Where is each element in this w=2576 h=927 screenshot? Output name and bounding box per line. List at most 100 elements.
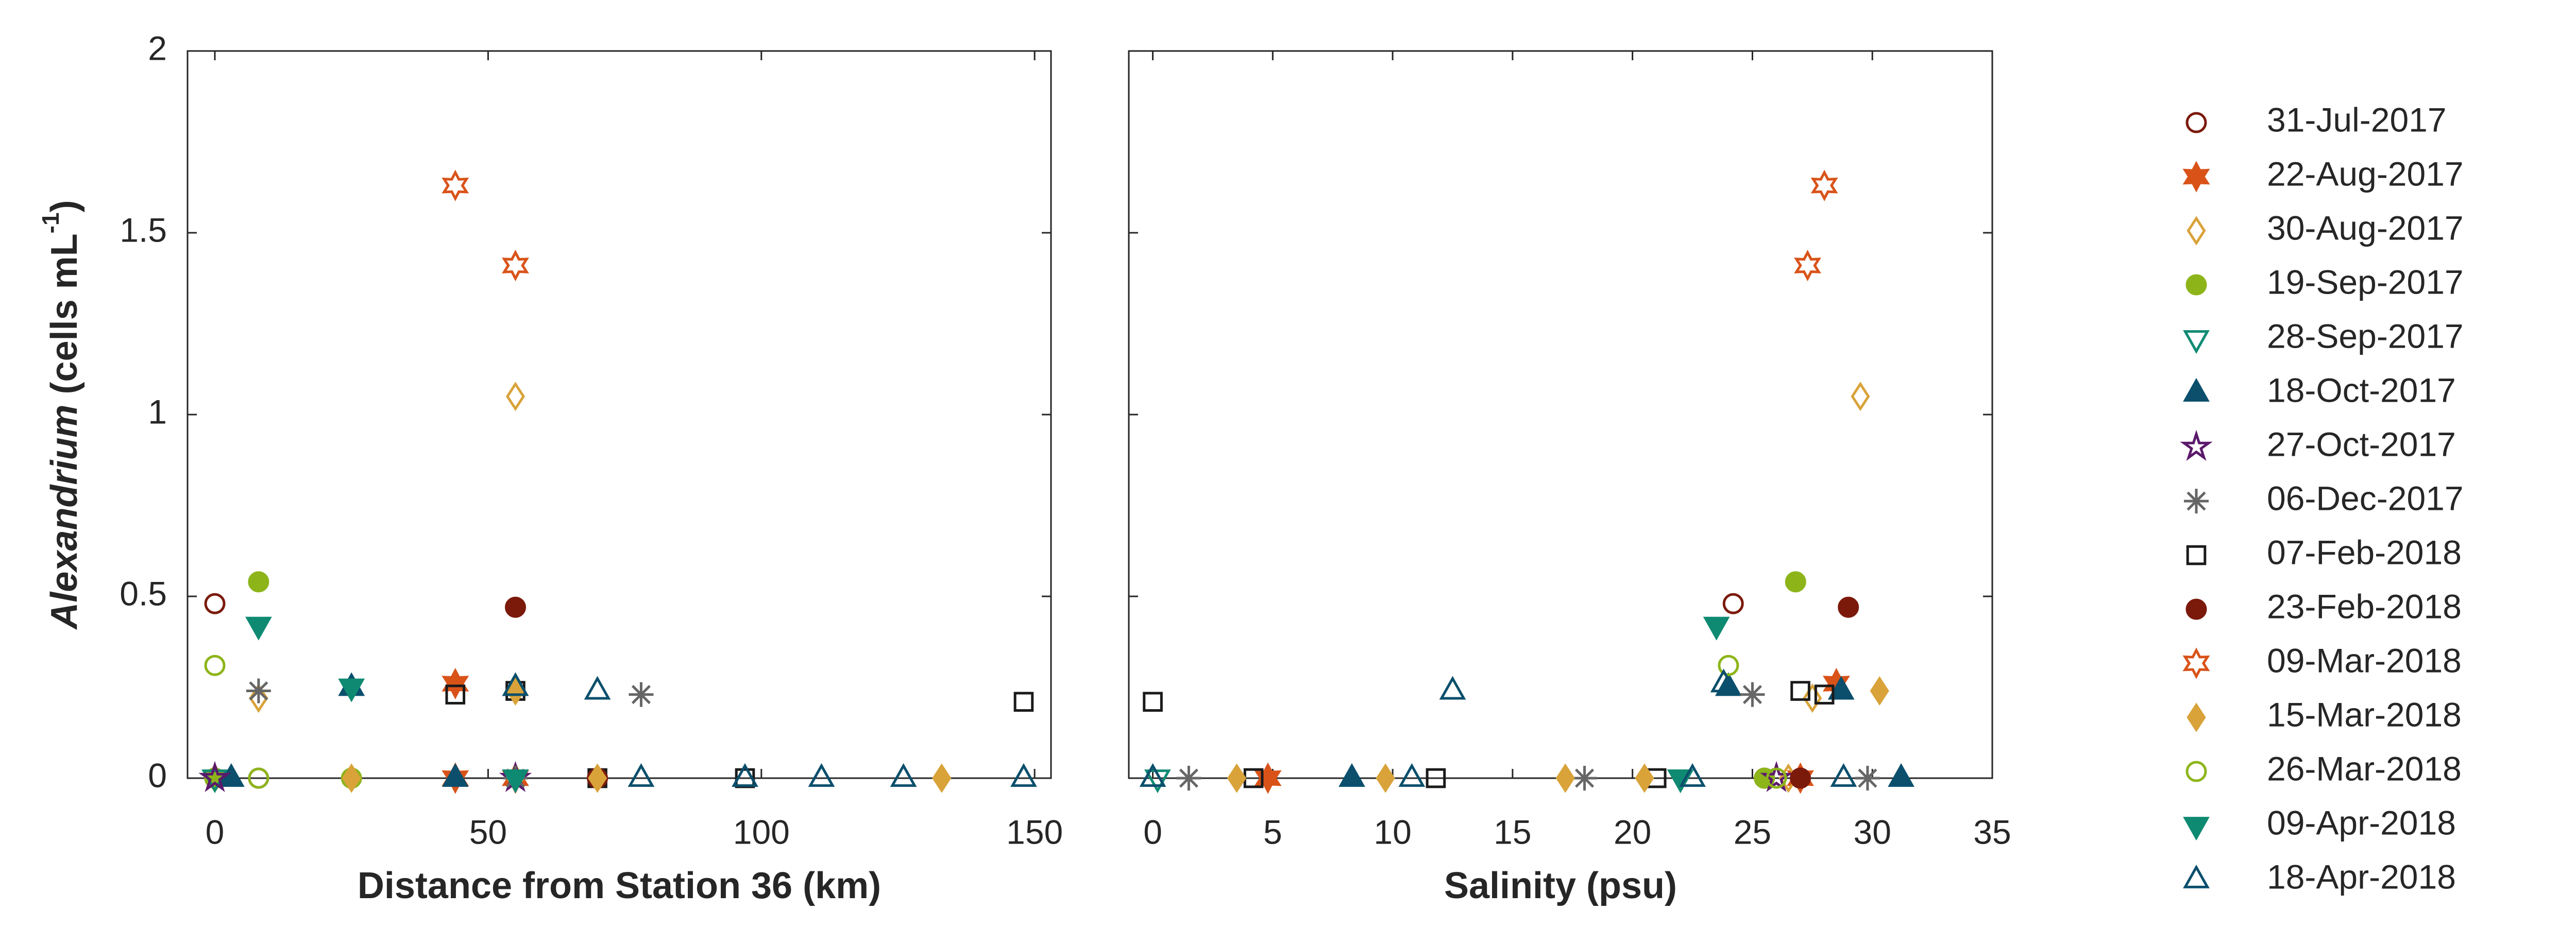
x-tick-label: 150: [1006, 813, 1063, 851]
legend-label: 27-Oct-2017: [2267, 425, 2456, 463]
x-tick-label: 100: [733, 813, 790, 851]
legend-label: 06-Dec-2017: [2267, 479, 2464, 517]
data-point: [1803, 683, 1822, 713]
x-tick-label: 20: [1614, 813, 1651, 851]
legend-marker: [2183, 864, 2210, 888]
data-point: [1572, 766, 1597, 791]
legend-label: 19-Sep-2017: [2267, 263, 2464, 301]
data-point: [890, 763, 917, 787]
data-point: [1139, 763, 1166, 787]
legend-label: 09-Mar-2018: [2267, 641, 2462, 679]
y-label-sup: -1: [37, 212, 64, 233]
data-point: [1851, 382, 1870, 411]
data-point: [628, 763, 655, 787]
data-point: [1144, 769, 1171, 794]
data-point: [248, 571, 269, 593]
data-point: [1635, 763, 1654, 793]
legend-label: 18-Oct-2017: [2267, 371, 2456, 409]
data-point: [248, 767, 269, 789]
y-tick-label: 2: [148, 29, 167, 67]
data-point: [502, 672, 529, 696]
data-point: [1827, 676, 1855, 700]
y-label-text: (cells mL: [44, 233, 85, 404]
data-point: [1439, 676, 1466, 700]
data-point: [445, 684, 466, 705]
data-point: [1814, 684, 1835, 705]
x-tick-label: 35: [1973, 813, 2011, 851]
data-point: [1810, 169, 1838, 201]
data-point: [1710, 668, 1737, 693]
legend-marker: [2182, 161, 2210, 193]
data-point: [1176, 766, 1201, 791]
data-point: [502, 769, 529, 794]
data-point: [587, 763, 607, 793]
data-point: [732, 763, 758, 787]
data-point: [1703, 616, 1730, 641]
plot-area: [187, 50, 1052, 779]
data-point: [501, 249, 529, 282]
data-point: [338, 678, 365, 702]
x-tick-label: 0: [1143, 813, 1162, 851]
data-point: [1740, 682, 1765, 707]
data-point: [245, 616, 272, 641]
data-point: [342, 763, 361, 793]
x-tick-label: 10: [1374, 813, 1411, 851]
data-point: [629, 682, 654, 707]
legend-label: 15-Mar-2018: [2267, 695, 2462, 733]
data-point: [246, 678, 271, 703]
x-tick-label: 25: [1734, 813, 1771, 851]
legend-marker: [2184, 489, 2209, 513]
legend-marker: [2180, 430, 2213, 461]
data-point: [1888, 763, 1914, 787]
data-point: [1838, 596, 1859, 618]
data-point: [442, 763, 469, 787]
data-point: [1785, 571, 1806, 593]
data-point: [1426, 768, 1446, 788]
x-tick-label: 50: [469, 813, 507, 851]
y-axis-label: Alexandrium (cells mL-1): [37, 200, 85, 630]
x-tick-label: 30: [1854, 813, 1891, 851]
data-point: [1143, 692, 1163, 712]
x-tick-label: 0: [206, 813, 225, 851]
data-point: [808, 763, 835, 787]
data-point: [1679, 763, 1706, 787]
data-point: [1722, 593, 1744, 614]
data-point: [1790, 767, 1811, 789]
x-axis-label: Salinity (psu): [1444, 865, 1677, 906]
data-point: [1338, 763, 1365, 787]
legend-marker: [2187, 702, 2206, 732]
data-point: [1790, 681, 1810, 701]
y-tick-label: 0.5: [120, 574, 167, 612]
y-label-italic: Alexandrium: [44, 404, 85, 630]
legend-label: 22-Aug-2017: [2267, 154, 2464, 193]
data-point: [504, 596, 526, 618]
data-point: [1766, 767, 1787, 789]
legend-marker: [2183, 330, 2210, 354]
data-point: [442, 667, 469, 700]
legend-label: 30-Aug-2017: [2267, 209, 2464, 247]
legend-marker: [2185, 112, 2207, 133]
legend-marker: [2185, 274, 2207, 296]
legend-marker: [2187, 216, 2206, 246]
y-label-close: ): [44, 200, 85, 212]
legend-marker: [2186, 545, 2207, 565]
legend-label: 23-Feb-2018: [2267, 587, 2462, 625]
data-point: [1855, 766, 1880, 791]
data-point: [442, 169, 469, 201]
x-tick-label: 5: [1263, 813, 1282, 851]
legend-marker: [2183, 377, 2210, 402]
y-tick-label: 1.5: [120, 211, 167, 249]
legend-label: 31-Jul-2017: [2267, 100, 2447, 139]
legend-label: 09-Apr-2018: [2267, 803, 2456, 842]
data-point: [932, 763, 952, 793]
data-point: [1555, 763, 1575, 793]
x-tick-label: 15: [1494, 813, 1531, 851]
legend-marker: [2182, 647, 2210, 679]
data-point: [249, 683, 268, 713]
y-tick-label: 0: [148, 756, 167, 794]
legend-label: 28-Sep-2017: [2267, 317, 2464, 355]
legend-label: 26-Mar-2018: [2267, 749, 2462, 787]
data-point: [1830, 763, 1857, 787]
legend-marker: [2185, 598, 2207, 620]
data-point: [1227, 763, 1247, 793]
